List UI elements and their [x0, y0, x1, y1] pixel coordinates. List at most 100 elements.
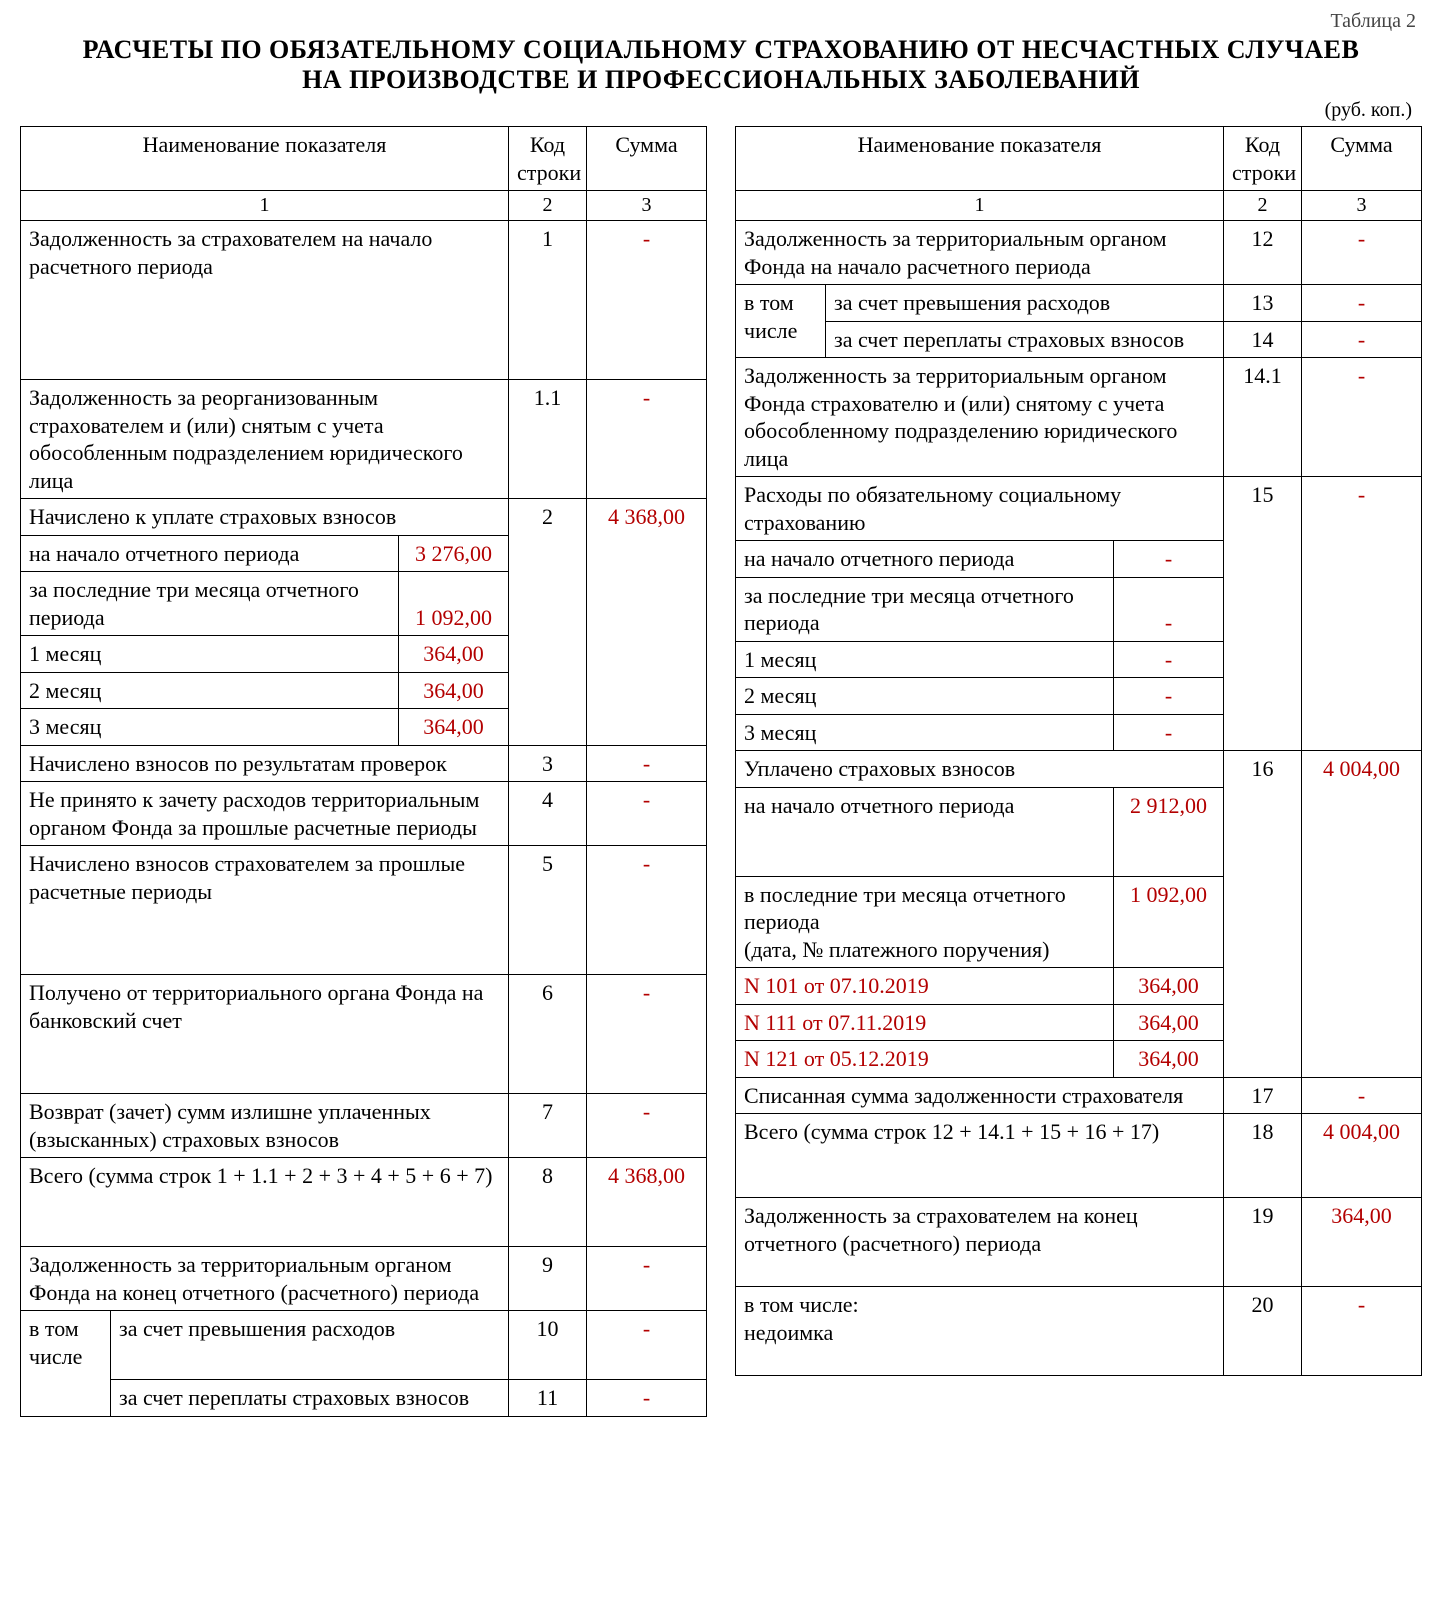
sub-value: 364,00	[398, 636, 508, 673]
sub-label: 2 месяц	[736, 678, 1114, 715]
col-header-code: Код строки	[509, 127, 587, 191]
row-code: 17	[1224, 1077, 1302, 1114]
row-code: 8	[509, 1158, 587, 1247]
sub-value: -	[1113, 714, 1223, 751]
col-num-1: 1	[736, 191, 1224, 221]
row-name: Начислено взносов страхователем за прошл…	[21, 846, 509, 975]
row-name: Расходы по обязательному социальному стр…	[736, 477, 1224, 541]
row-sum: -	[1302, 477, 1422, 751]
row-name: Задолженность за территориальным органом…	[736, 358, 1224, 477]
row-name: за счет переплаты страховых взносов	[111, 1380, 509, 1417]
sub-value: 364,00	[398, 709, 508, 746]
row-name: Задолженность за территориальным органом…	[736, 221, 1224, 285]
sub-label: N 111 от 07.11.2019	[736, 1004, 1114, 1041]
row-code: 15	[1224, 477, 1302, 751]
row-name: Задолженность за территориальным органом…	[21, 1247, 509, 1311]
sub-value: -	[1113, 678, 1223, 715]
sub-value: 1 092,00	[398, 572, 508, 636]
col-num-2: 2	[1224, 191, 1302, 221]
row-name: за счет переплаты страховых взносов	[826, 321, 1224, 358]
row-code: 19	[1224, 1198, 1302, 1287]
row-code: 6	[509, 975, 587, 1094]
row-code: 4	[509, 782, 587, 846]
row-sum: -	[587, 846, 707, 975]
sub-label: за последние три месяца отчетного период…	[736, 577, 1114, 641]
row-code: 20	[1224, 1287, 1302, 1376]
row-name: Начислено взносов по результатам проверо…	[21, 745, 509, 782]
row-code: 14.1	[1224, 358, 1302, 477]
row-code: 9	[509, 1247, 587, 1311]
row-name: за счет превышения расходов	[111, 1311, 509, 1380]
row-code: 5	[509, 846, 587, 975]
row-name: за счет превышения расходов	[826, 285, 1224, 322]
row-name: Задолженность за реорганизованным страхо…	[21, 380, 509, 499]
row-code: 10	[509, 1311, 587, 1380]
row-sum: 4 004,00	[1302, 1114, 1422, 1198]
row-name: Всего (сумма строк 12 + 14.1 + 15 + 16 +…	[736, 1114, 1224, 1198]
row-code: 14	[1224, 321, 1302, 358]
sub-value: -	[1113, 577, 1223, 641]
sub-value: -	[1113, 541, 1223, 578]
row-sum: -	[587, 1311, 707, 1380]
row-sum: 4 368,00	[587, 1158, 707, 1247]
row-sum: -	[587, 221, 707, 380]
row-sum: 364,00	[1302, 1198, 1422, 1287]
row-sum: -	[587, 1247, 707, 1311]
col-num-1: 1	[21, 191, 509, 221]
sub-label: на начало отчетного периода	[736, 787, 1114, 876]
row-sum: -	[587, 1380, 707, 1417]
row-sum: -	[1302, 221, 1422, 285]
row-sum: -	[587, 1094, 707, 1158]
sub-value: 3 276,00	[398, 535, 508, 572]
row-code: 12	[1224, 221, 1302, 285]
sub-value: 364,00	[1113, 1004, 1223, 1041]
sub-label: 3 месяц	[21, 709, 399, 746]
right-table: Наименование показателя Код строки Сумма…	[735, 126, 1422, 1376]
row-name: Задолженность за страхователем на начало…	[21, 221, 509, 380]
row-name: Всего (сумма строк 1 + 1.1 + 2 + 3 + 4 +…	[21, 1158, 509, 1247]
row-intro: в том числе	[21, 1311, 111, 1417]
row-sum: -	[587, 782, 707, 846]
sub-value: -	[1113, 641, 1223, 678]
table-number: Таблица 2	[20, 10, 1416, 33]
row-name: Списанная сумма задолженности страховате…	[736, 1077, 1224, 1114]
sub-value: 1 092,00	[1113, 876, 1223, 968]
row-name: Возврат (зачет) сумм излишне уплаченных …	[21, 1094, 509, 1158]
row-sum: -	[587, 745, 707, 782]
left-table: Наименование показателя Код строки Сумма…	[20, 126, 707, 1417]
row-code: 18	[1224, 1114, 1302, 1198]
col-header-name: Наименование показателя	[736, 127, 1224, 191]
row-sum: -	[587, 975, 707, 1094]
row-name: в том числе:недоимка	[736, 1287, 1224, 1376]
col-header-code: Код строки	[1224, 127, 1302, 191]
row-sum: -	[1302, 1287, 1422, 1376]
currency-unit: (руб. коп.)	[20, 99, 1412, 122]
col-header-name: Наименование показателя	[21, 127, 509, 191]
row-code: 1	[509, 221, 587, 380]
row-code: 2	[509, 499, 587, 746]
row-sum: 4 004,00	[1302, 751, 1422, 1078]
sub-value: 364,00	[1113, 968, 1223, 1005]
row-sum: 4 368,00	[587, 499, 707, 746]
col-header-sum: Сумма	[587, 127, 707, 191]
sub-label: на начало отчетного периода	[21, 535, 399, 572]
row-name: Уплачено страховых взносов	[736, 751, 1224, 788]
sub-label: N 121 от 05.12.2019	[736, 1041, 1114, 1078]
sub-label: N 101 от 07.10.2019	[736, 968, 1114, 1005]
title-line-1: РАСЧЕТЫ ПО ОБЯЗАТЕЛЬНОМУ СОЦИАЛЬНОМУ СТР…	[83, 35, 1360, 64]
row-code: 3	[509, 745, 587, 782]
sub-label: 3 месяц	[736, 714, 1114, 751]
row-code: 11	[509, 1380, 587, 1417]
col-num-3: 3	[587, 191, 707, 221]
sub-label: 1 месяц	[21, 636, 399, 673]
col-header-sum: Сумма	[1302, 127, 1422, 191]
row-sum: -	[1302, 285, 1422, 322]
row-sum: -	[1302, 1077, 1422, 1114]
row-sum: -	[1302, 358, 1422, 477]
row-code: 1.1	[509, 380, 587, 499]
row-sum: -	[1302, 321, 1422, 358]
row-name: Начислено к уплате страховых взносов	[21, 499, 509, 536]
row-sum: -	[587, 380, 707, 499]
row-name: Задолженность за страхователем на конец …	[736, 1198, 1224, 1287]
sub-label: за последние три месяца отчетного период…	[21, 572, 399, 636]
